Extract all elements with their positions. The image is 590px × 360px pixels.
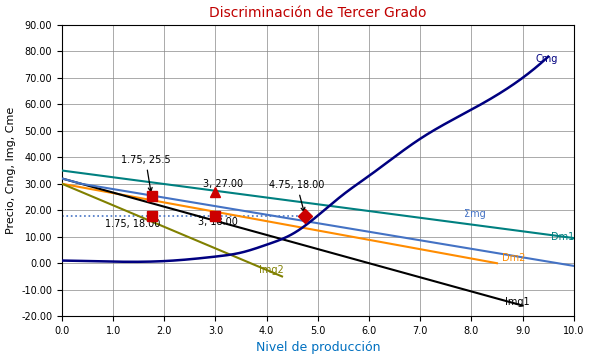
Text: 4.75, 18.00: 4.75, 18.00 (269, 180, 325, 212)
Text: Dm2: Dm2 (502, 253, 526, 263)
Y-axis label: Precio, Cmg, Img, Cme: Precio, Cmg, Img, Cme (5, 107, 15, 234)
Text: 3, 18.00: 3, 18.00 (198, 217, 237, 227)
Text: Cmg: Cmg (535, 54, 558, 64)
X-axis label: Nivel de producción: Nivel de producción (255, 341, 380, 355)
Text: Img2: Img2 (259, 265, 284, 275)
Text: Σmg: Σmg (464, 209, 486, 219)
Text: 3, 27.00: 3, 27.00 (203, 179, 243, 189)
Text: 1.75, 18.00: 1.75, 18.00 (106, 220, 161, 229)
Text: 1.75, 25.5: 1.75, 25.5 (121, 154, 171, 192)
Title: Discriminación de Tercer Grado: Discriminación de Tercer Grado (209, 5, 427, 19)
Text: Img1: Img1 (504, 297, 529, 307)
Text: Dm1: Dm1 (550, 232, 574, 242)
